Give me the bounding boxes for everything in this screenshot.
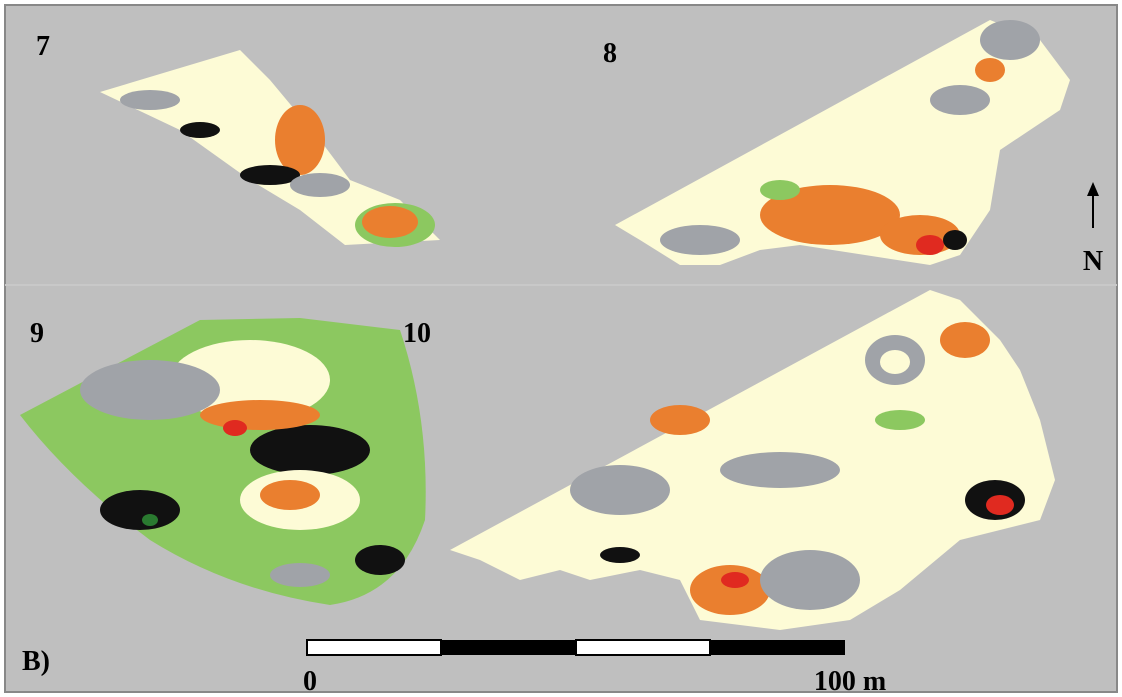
north-label: N — [1083, 246, 1103, 277]
scale-start-label: 0 — [303, 666, 317, 697]
panel-label: 9 — [30, 318, 44, 349]
scale-end-label: 100 m — [814, 666, 886, 697]
panel-label: 7 — [36, 31, 50, 62]
panel-label: 10 — [403, 318, 431, 349]
scale-bar — [307, 640, 845, 655]
figure-label: B) — [22, 646, 50, 677]
panel-label: 8 — [603, 38, 617, 69]
figure: 7 8 9 10 N B) 0 100 m — [0, 0, 1122, 697]
